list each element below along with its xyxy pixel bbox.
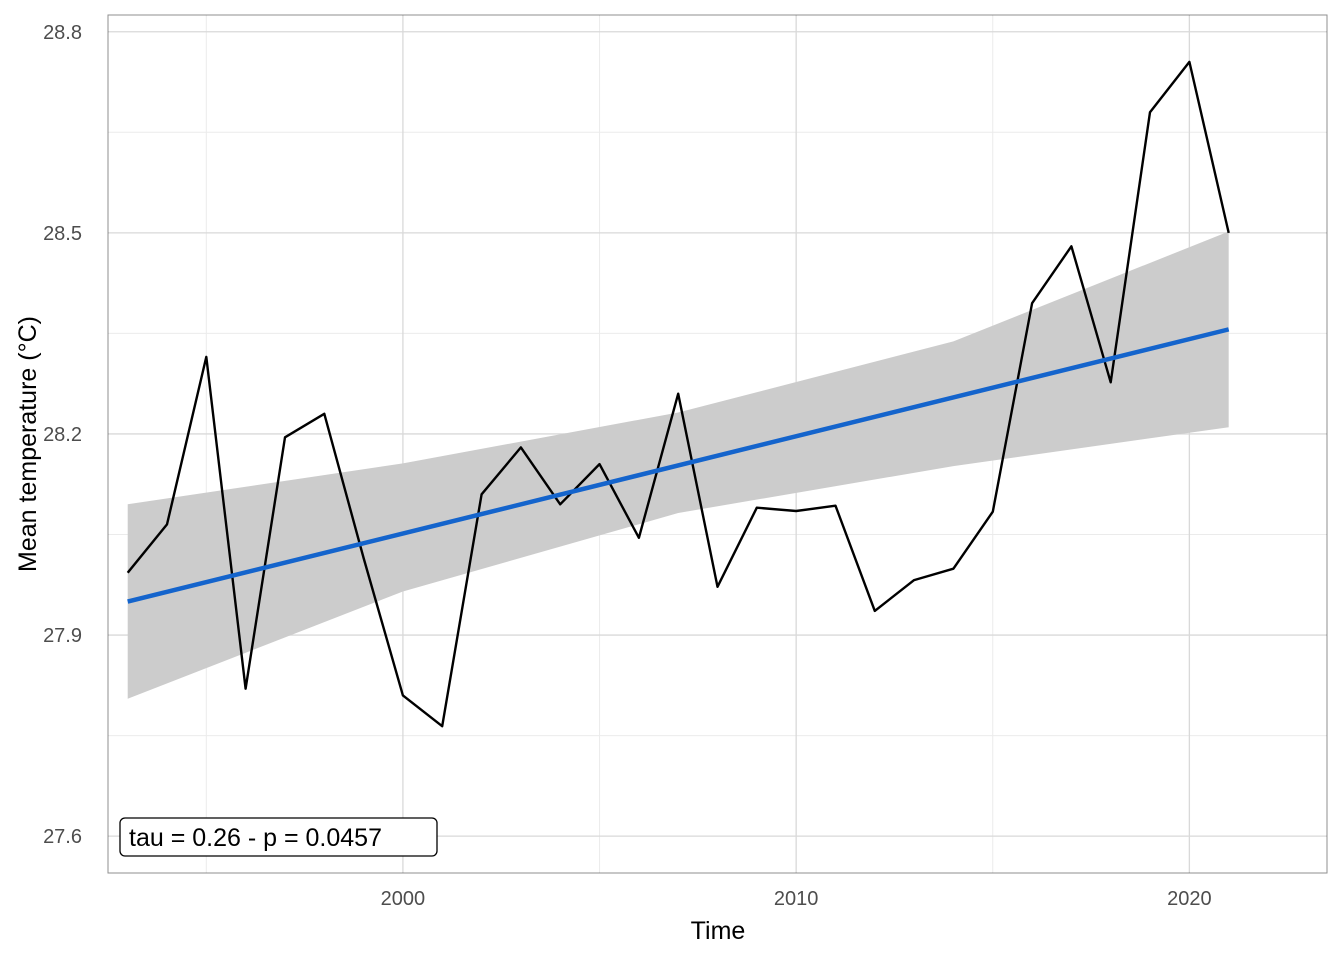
x-axis-title: Time xyxy=(691,917,746,945)
y-tick-label: 28.2 xyxy=(43,424,82,446)
y-axis-tick-labels: 27.6 27.9 28.2 28.5 28.8 xyxy=(43,22,82,848)
x-axis-tick-labels: 2000 2010 2020 xyxy=(381,888,1212,910)
y-tick-label: 27.6 xyxy=(43,826,82,848)
y-axis-title: Mean temperature (°C) xyxy=(14,316,42,572)
y-tick-label: 28.8 xyxy=(43,22,82,44)
data-points xyxy=(127,61,1229,727)
y-tick-label: 27.9 xyxy=(43,625,82,647)
x-tick-label: 2000 xyxy=(381,888,426,910)
stats-annotation-box xyxy=(119,817,438,857)
y-tick-label: 28.5 xyxy=(43,223,82,245)
x-tick-label: 2010 xyxy=(774,888,819,910)
trend-line xyxy=(127,327,1230,604)
x-tick-label: 2020 xyxy=(1167,888,1212,910)
stats-annotation: tau = 0.26 - p = 0.0457 xyxy=(119,817,438,857)
stats-annotation-text: tau = 0.26 - p = 0.0457 xyxy=(129,824,382,852)
plot-border xyxy=(107,14,1328,874)
